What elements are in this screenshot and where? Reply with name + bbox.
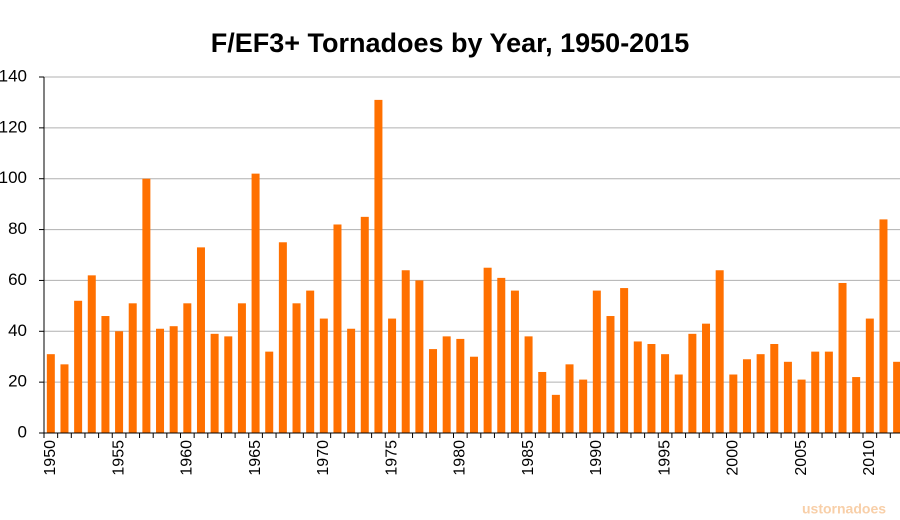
bar bbox=[360, 216, 369, 433]
bar bbox=[388, 318, 397, 433]
bar bbox=[865, 318, 874, 433]
bar bbox=[852, 377, 861, 433]
chart-title: F/EF3+ Tornadoes by Year, 1950-2015 bbox=[211, 28, 690, 58]
bar bbox=[442, 336, 451, 433]
bar bbox=[347, 328, 356, 433]
bar bbox=[87, 275, 96, 433]
bar bbox=[401, 270, 410, 433]
x-tick-label: 1970 bbox=[315, 440, 332, 476]
y-tick-label: 0 bbox=[18, 422, 27, 441]
bar bbox=[592, 290, 601, 433]
x-tick-label: 1985 bbox=[520, 440, 537, 476]
bar bbox=[661, 354, 670, 433]
y-tick-label: 80 bbox=[8, 219, 27, 238]
bar bbox=[169, 326, 178, 433]
bar bbox=[783, 361, 792, 433]
y-tick-label: 20 bbox=[8, 372, 27, 391]
x-tick-label: 1965 bbox=[247, 440, 264, 476]
bar bbox=[456, 338, 465, 433]
x-tick-label: 1980 bbox=[452, 440, 469, 476]
bar bbox=[797, 379, 806, 433]
bar bbox=[729, 374, 738, 433]
bar bbox=[510, 290, 519, 433]
y-tick-label: 140 bbox=[0, 66, 27, 85]
bar bbox=[715, 270, 724, 433]
bar bbox=[538, 371, 547, 433]
bar bbox=[156, 328, 165, 433]
bar bbox=[415, 280, 424, 433]
bar bbox=[210, 333, 219, 433]
bar bbox=[46, 354, 55, 433]
x-tick-label: 1955 bbox=[110, 440, 127, 476]
bar bbox=[838, 282, 847, 433]
x-tick-label: 1990 bbox=[588, 440, 605, 476]
x-tick-label: 1995 bbox=[656, 440, 673, 476]
bar bbox=[128, 303, 137, 433]
bar bbox=[292, 303, 301, 433]
bar bbox=[306, 290, 315, 433]
bar bbox=[60, 364, 69, 433]
bar bbox=[674, 374, 683, 433]
bar bbox=[770, 344, 779, 433]
bar bbox=[742, 359, 751, 433]
y-tick-label: 100 bbox=[0, 168, 27, 187]
bar bbox=[497, 277, 506, 433]
bar bbox=[374, 99, 383, 433]
bar bbox=[633, 341, 642, 433]
bar bbox=[893, 361, 900, 433]
y-tick-label: 120 bbox=[0, 117, 27, 136]
bar bbox=[879, 219, 888, 433]
bar bbox=[469, 356, 478, 433]
x-tick-label: 1960 bbox=[179, 440, 196, 476]
bar bbox=[333, 224, 342, 433]
bar bbox=[824, 351, 833, 433]
bar bbox=[224, 336, 233, 433]
bar bbox=[565, 364, 574, 433]
x-tick-label: 2005 bbox=[793, 440, 810, 476]
bar bbox=[74, 300, 83, 433]
x-tick-label: 1975 bbox=[383, 440, 400, 476]
bar bbox=[483, 267, 492, 433]
bar bbox=[429, 349, 438, 433]
bar bbox=[319, 318, 328, 433]
bar bbox=[142, 178, 151, 433]
bar bbox=[183, 303, 192, 433]
bar bbox=[606, 316, 615, 433]
bar bbox=[196, 247, 205, 433]
bar bbox=[702, 323, 711, 433]
bar bbox=[237, 303, 246, 433]
bar bbox=[251, 173, 260, 433]
bar bbox=[811, 351, 820, 433]
bar bbox=[620, 288, 629, 433]
bar bbox=[115, 331, 124, 433]
bar bbox=[647, 344, 656, 433]
bar bbox=[579, 379, 588, 433]
bar bbox=[101, 316, 110, 433]
y-tick-label: 60 bbox=[8, 270, 27, 289]
bar bbox=[756, 354, 765, 433]
bar bbox=[524, 336, 533, 433]
bar bbox=[551, 394, 560, 433]
x-tick-label: 1950 bbox=[42, 440, 59, 476]
y-tick-label: 40 bbox=[8, 321, 27, 340]
bar bbox=[688, 333, 697, 433]
x-tick-label: 2010 bbox=[861, 440, 878, 476]
x-tick-label: 2000 bbox=[725, 440, 742, 476]
bar bbox=[278, 242, 287, 433]
watermark: ustornadoes bbox=[802, 501, 886, 517]
bar bbox=[265, 351, 274, 433]
